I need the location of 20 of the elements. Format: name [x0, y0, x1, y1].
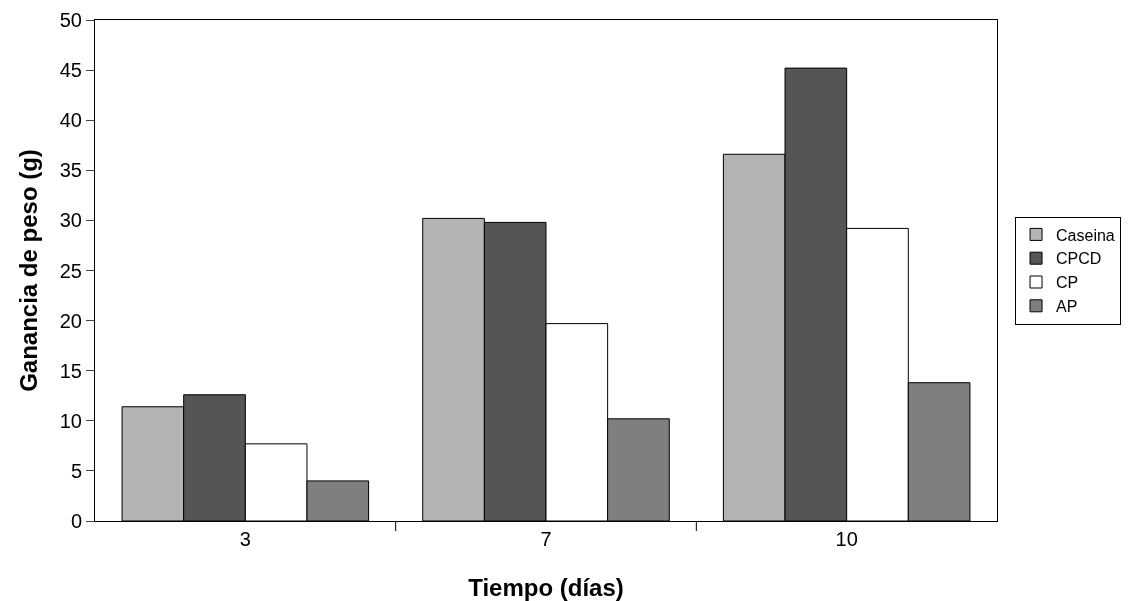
y-tick-label: 0 [70, 510, 82, 532]
legend-label: AP [1056, 298, 1078, 316]
y-tick-label: 45 [59, 59, 82, 82]
x-tick-label: 3 [239, 528, 251, 550]
y-axis-title: Ganancia de peso (g) [15, 149, 42, 392]
y-tick-label: 40 [59, 109, 82, 132]
legend-label: CPCD [1056, 250, 1102, 268]
y-tick-label: 50 [59, 9, 82, 31]
legend-label: Caseina [1056, 226, 1115, 244]
y-tick-label: 15 [59, 359, 82, 382]
legend-label: CP [1056, 274, 1079, 292]
x-tick-label: 10 [835, 528, 858, 550]
x-axis-title: Tiempo (días) [468, 574, 624, 601]
x-tick-label: 7 [540, 528, 552, 550]
y-tick-label: 10 [59, 409, 82, 432]
y-tick-label: 25 [59, 259, 82, 282]
y-tick-label: 5 [70, 459, 82, 482]
y-tick-label: 20 [59, 309, 82, 332]
y-tick-label: 35 [59, 159, 82, 182]
y-tick-label: 30 [59, 209, 82, 232]
